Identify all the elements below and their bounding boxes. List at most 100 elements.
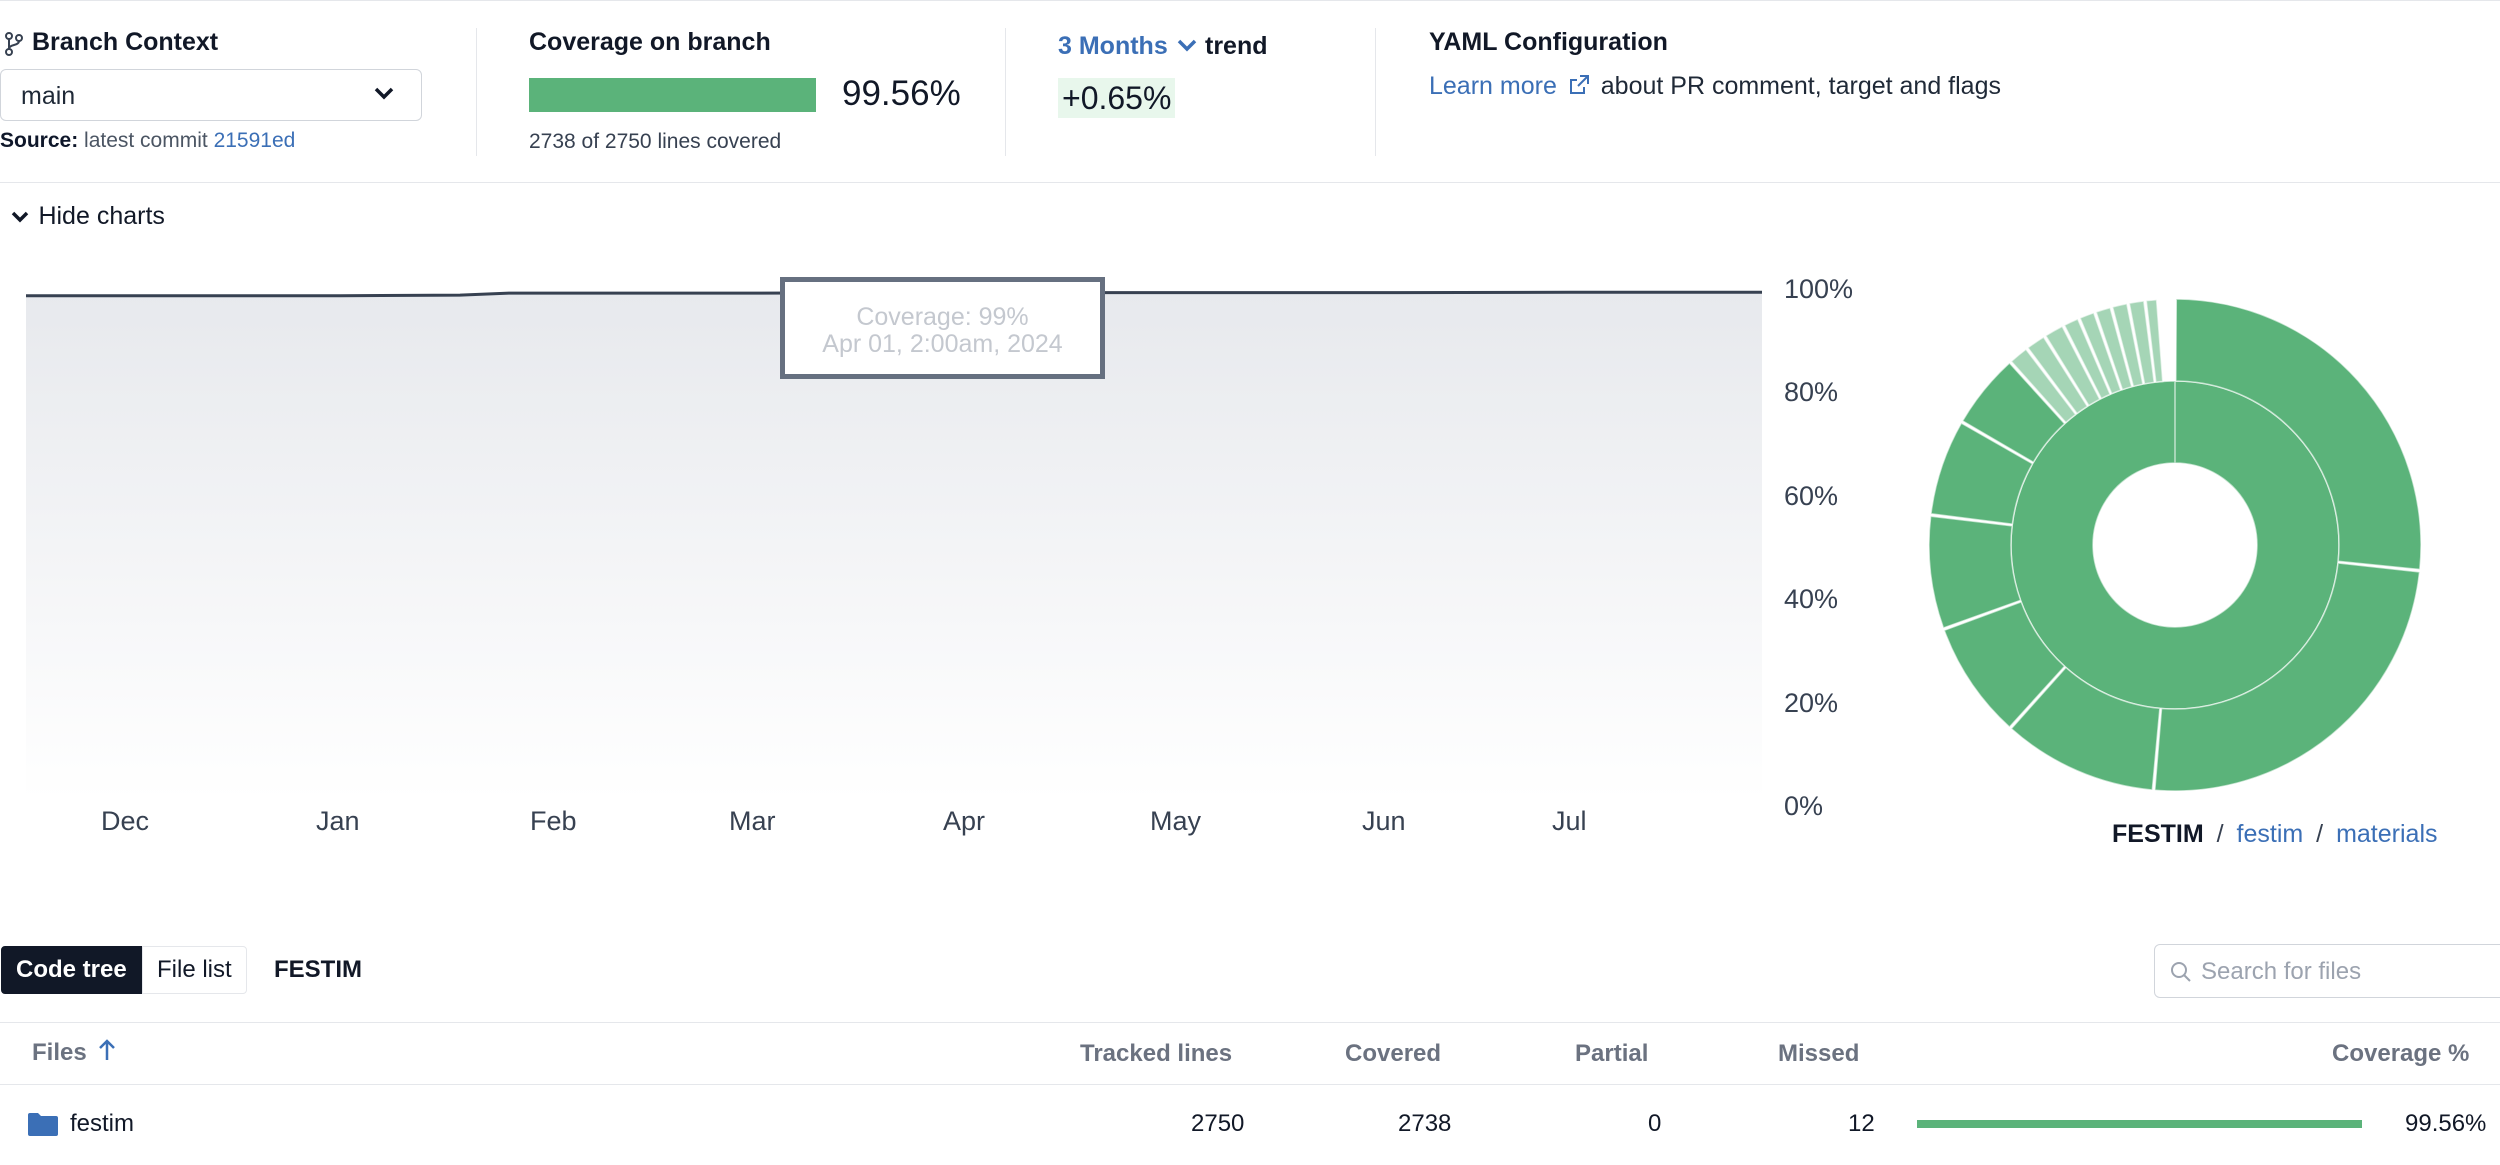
x-tick-label: May [1150, 806, 1202, 836]
sunburst-outer-segment[interactable] [1930, 422, 2034, 526]
coverage-title: Coverage on branch [529, 28, 771, 56]
coverage-trend-chart[interactable] [0, 260, 1780, 800]
sunburst-outer-segment[interactable] [2079, 311, 2122, 395]
sunburst-outer-segment[interactable] [2154, 562, 2421, 792]
y-tick-label: 40% [1784, 584, 1839, 615]
y-tick-label: 80% [1784, 377, 1839, 408]
coverage-percent-header[interactable]: Coverage % [2332, 1040, 2470, 1067]
trend-period-select[interactable]: 3 Months [1058, 32, 1198, 61]
tooltip-line-1: Coverage: 99% [856, 303, 1029, 331]
yaml-title: YAML Configuration [1429, 28, 1668, 56]
row-coverage-bar [1917, 1120, 2362, 1128]
branch-context-title: Branch Context [32, 28, 219, 56]
missed-cell: 12 [1848, 1110, 1875, 1137]
covered-header[interactable]: Covered [1345, 1040, 1442, 1067]
tab-code-tree[interactable]: Code tree [1, 946, 142, 994]
x-tick-label: Jul [1552, 806, 1587, 836]
coverage-bar [529, 78, 816, 112]
file-name-link[interactable]: festim [70, 1110, 135, 1137]
hide-charts-label: Hide charts [38, 202, 165, 230]
search-input[interactable]: Search for files [2154, 944, 2500, 998]
breadcrumb-root[interactable]: FESTIM [2112, 820, 2204, 848]
table-top-border [0, 1022, 2500, 1023]
x-tick-label: Apr [943, 806, 986, 836]
coverage-percent-cell: 99.56% [2405, 1110, 2487, 1137]
x-tick-label: Mar [729, 806, 776, 836]
header-bottom-border [0, 182, 2500, 183]
sunburst-outer-segment[interactable] [2145, 298, 2164, 383]
source-text: latest commit [84, 129, 208, 152]
sunburst-inner-segment[interactable] [2010, 380, 2340, 710]
learn-more-link[interactable]: Learn more [1429, 72, 1557, 100]
y-tick-label: 20% [1784, 687, 1839, 718]
coverage-area-fill [26, 292, 1762, 800]
sunburst-breadcrumb: FESTIM / festim / materials [2112, 820, 2438, 849]
current-repo-label: FESTIM [274, 956, 362, 983]
chevron-down-icon [374, 87, 394, 100]
branch-source: Source: latest commit 21591ed [0, 129, 295, 153]
sunburst-outer-segment[interactable] [2010, 666, 2161, 791]
header-divider [1005, 28, 1006, 156]
sort-ascending-icon [99, 1039, 116, 1060]
top-border [0, 0, 2500, 1]
chevron-down-icon [1177, 39, 1197, 52]
git-branch-icon [5, 32, 23, 56]
hide-charts-toggle[interactable]: Hide charts [10, 202, 165, 231]
table-header-border [0, 1084, 2500, 1085]
sunburst-outer-segment[interactable] [2111, 302, 2144, 388]
sunburst-outer-segment[interactable] [1943, 600, 2066, 729]
folder-icon [28, 1113, 58, 1136]
sunburst-outer-segment[interactable] [1928, 515, 2022, 629]
missed-header[interactable]: Missed [1778, 1040, 1860, 1067]
branch-select-value: main [21, 82, 76, 110]
y-tick-label: 60% [1784, 480, 1839, 511]
breadcrumb-festim[interactable]: festim [2236, 820, 2304, 848]
tracked-lines-header[interactable]: Tracked lines [1080, 1040, 1233, 1067]
coverage-lines: 2738 of 2750 lines covered [529, 130, 782, 153]
sunburst-outer-segment[interactable] [2026, 336, 2089, 415]
breadcrumb-materials[interactable]: materials [2336, 820, 2438, 848]
sunburst-outer-segment[interactable] [2095, 306, 2133, 391]
breadcrumb-separator: / [2216, 820, 2224, 848]
yaml-text: about PR comment, target and flags [1600, 72, 2001, 100]
x-tick-label: Jan [316, 806, 360, 836]
tracked-lines-cell: 2750 [1191, 1110, 1245, 1137]
covered-cell: 2738 [1398, 1110, 1452, 1137]
breadcrumb-separator: / [2316, 820, 2324, 848]
coverage-series-line [26, 290, 1762, 298]
sunburst-outer-segment[interactable] [2044, 325, 2101, 407]
branch-select[interactable]: main [0, 69, 422, 121]
source-label: Source: [0, 129, 79, 152]
commit-link[interactable]: 21591ed [213, 129, 296, 152]
x-tick-label: Feb [530, 806, 577, 836]
search-placeholder: Search for files [2201, 958, 2362, 985]
trend-label: trend [1205, 32, 1268, 60]
header-divider [1375, 28, 1376, 156]
files-column-header[interactable]: Files [32, 1038, 117, 1067]
coverage-percent: 99.56% [842, 74, 961, 113]
partial-header[interactable]: Partial [1575, 1040, 1649, 1067]
coverage-sunburst-chart[interactable] [1920, 290, 2430, 800]
y-tick-label: 100% [1784, 274, 1854, 304]
chart-area-layer [26, 290, 1762, 800]
sunburst-outer-segment[interactable] [2063, 318, 2112, 400]
sunburst-outer-segment[interactable] [2128, 300, 2156, 385]
trend-delta: +0.65% [1058, 78, 1176, 118]
yaml-description: Learn more about PR comment, target and … [1429, 72, 2001, 101]
partial-cell: 0 [1648, 1110, 1662, 1137]
files-header-label: Files [32, 1039, 87, 1066]
trend-period: 3 Months [1058, 32, 1168, 60]
sunburst-outer-segment[interactable] [2010, 348, 2077, 424]
search-icon [2171, 962, 2191, 982]
chevron-down-icon [11, 211, 29, 223]
chart-tooltip: Coverage: 99% Apr 01, 2:00am, 2024 [780, 277, 1105, 379]
sunburst-outer-segment[interactable] [2175, 298, 2422, 571]
tooltip-line-2: Apr 01, 2:00am, 2024 [822, 330, 1063, 358]
tab-file-list[interactable]: File list [142, 946, 247, 994]
external-link-icon [1569, 75, 1589, 94]
header-divider [476, 28, 477, 156]
sunburst-outer-segment[interactable] [1961, 361, 2066, 464]
x-tick-label: Dec [101, 806, 150, 836]
y-tick-label: 0% [1784, 791, 1824, 821]
x-tick-label: Jun [1362, 806, 1406, 836]
